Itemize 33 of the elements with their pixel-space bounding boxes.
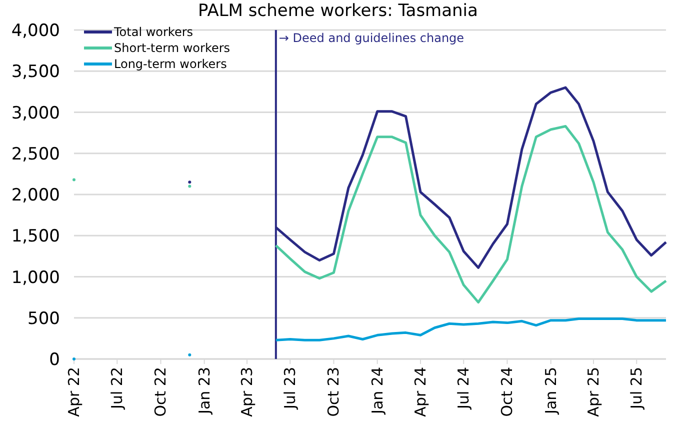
y-tick-label: 1,500 — [11, 226, 60, 247]
x-tick-label: Apr 25 — [584, 367, 602, 417]
x-tick-label: Jan 24 — [368, 367, 386, 415]
x-tick-label: Apr 23 — [238, 367, 256, 417]
x-tick-label: Oct 22 — [152, 367, 170, 417]
x-tick-label: Jan 23 — [195, 367, 214, 415]
legend-label: Short-term workers — [114, 41, 230, 55]
y-tick-label: 2,000 — [11, 186, 60, 206]
chart-title: PALM scheme workers: Tasmania — [198, 1, 478, 21]
y-tick-label: 2,500 — [11, 144, 60, 164]
y-tick-label: 4,000 — [11, 21, 60, 41]
y-tick-label: 500 — [28, 308, 60, 329]
point — [188, 353, 192, 356]
y-tick-label: 3,000 — [11, 103, 60, 124]
y-tick-label: 1,000 — [11, 268, 60, 288]
x-tick-label: Apr 24 — [411, 367, 430, 417]
x-tick-label: Jul 24 — [454, 367, 473, 410]
point — [72, 178, 76, 182]
point — [188, 180, 192, 184]
x-tick-label: Oct 23 — [324, 367, 343, 417]
ref-line-label: → Deed and guidelines change — [278, 31, 464, 45]
x-tick-label: Jul 22 — [108, 367, 126, 410]
point — [188, 184, 192, 188]
x-tick-label: Jul 25 — [628, 367, 646, 410]
x-tick-label: Jan 25 — [542, 367, 560, 415]
legend-label: Total workers — [113, 25, 194, 39]
x-tick-label: Oct 24 — [498, 367, 516, 417]
y-tick-label: 3,500 — [11, 62, 60, 82]
x-tick-label: Jul 23 — [281, 367, 300, 410]
y-tick-label: 0 — [49, 350, 60, 370]
x-tick-label: Apr 22 — [65, 367, 83, 417]
point — [72, 358, 76, 360]
legend-label: Long-term workers — [114, 57, 227, 71]
